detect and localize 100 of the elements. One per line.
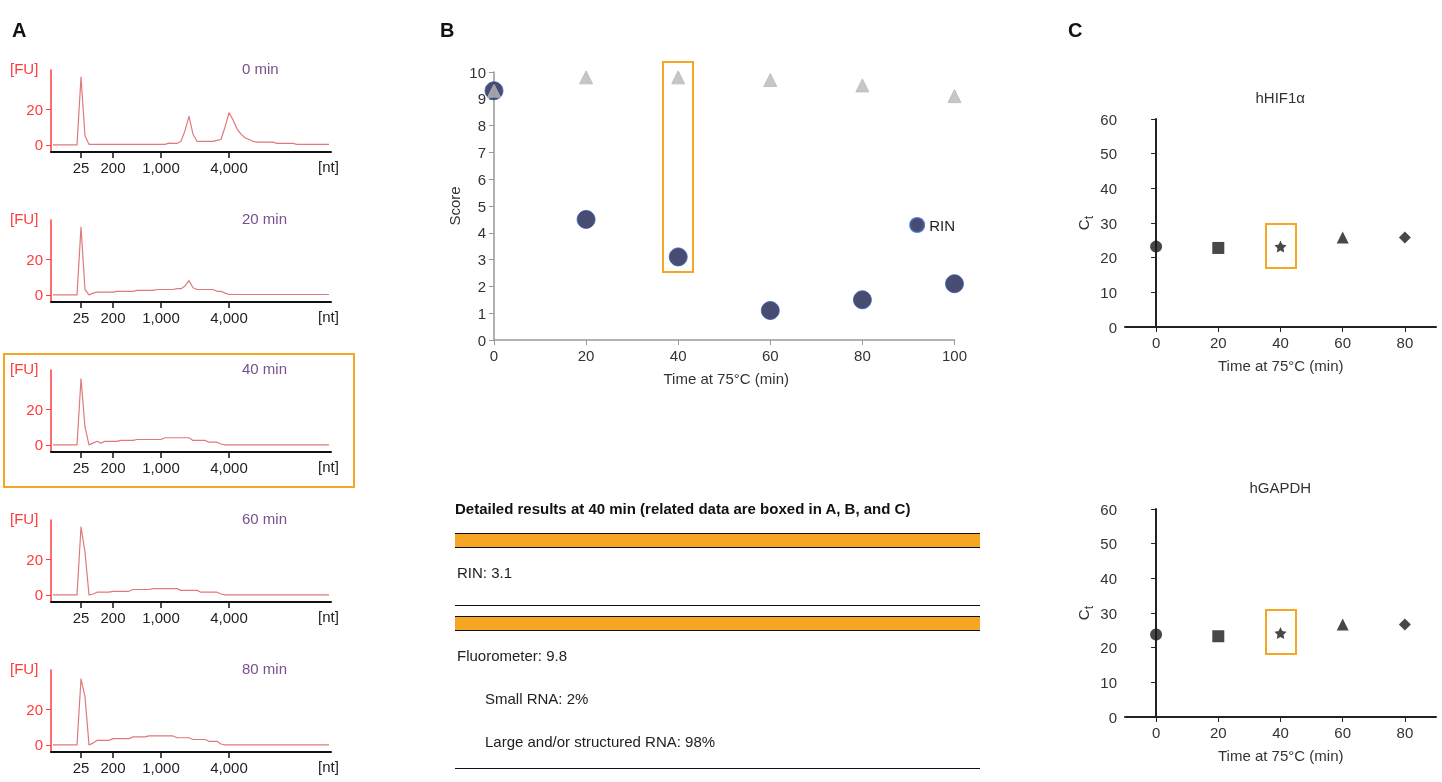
x-tick-label: 100 — [941, 347, 967, 364]
x-tick-label: 1,000 — [142, 759, 180, 776]
y-tick-label: 10 — [1100, 673, 1117, 691]
y-tick-label: 20 — [26, 700, 43, 718]
point — [1398, 231, 1411, 244]
y-tick-label: 20 — [26, 400, 43, 418]
x-tick-label: 0 — [1151, 334, 1161, 351]
y-tick-label: 50 — [1100, 145, 1117, 163]
x-tick-label: 60 — [1334, 334, 1352, 351]
text: Small RNA: 2% — [485, 690, 589, 708]
text: C — [1068, 18, 1083, 42]
point — [668, 247, 688, 267]
x-axis-title: [nt] — [318, 458, 339, 476]
y-tick-label: 10 — [1100, 283, 1117, 301]
chart-title: 40 min — [242, 360, 288, 378]
x-tick-label: 200 — [100, 459, 126, 476]
y-tick-label: 0 — [34, 136, 43, 154]
x-tick-label: 20 — [577, 347, 595, 364]
x-tick-label: 0 — [489, 347, 499, 364]
x-tick-label: 60 — [1334, 724, 1352, 741]
y-axis-title: [FU] — [10, 210, 39, 228]
y-tick-label: 40 — [1100, 569, 1117, 587]
point — [760, 301, 780, 321]
x-tick-label: 4,000 — [210, 159, 248, 176]
x-tick-label: 200 — [100, 759, 126, 776]
x-tick-label: 1,000 — [142, 459, 180, 476]
y-tick-label: 0 — [1108, 708, 1117, 726]
point — [855, 78, 870, 93]
x-axis-title: [nt] — [318, 758, 339, 776]
point — [671, 70, 686, 85]
x-tick-label: 25 — [72, 159, 90, 176]
y-tick-label: 9 — [477, 90, 486, 108]
x-tick-label: 40 — [1272, 334, 1289, 351]
x-tick-label: 4,000 — [210, 609, 248, 626]
text: B — [440, 18, 455, 42]
y-tick-label: 30 — [1100, 604, 1117, 622]
y-tick-label: 7 — [477, 143, 486, 161]
y-tick-label: 6 — [477, 170, 486, 188]
text: RIN: 3.1 — [457, 564, 513, 582]
line-series — [52, 76, 330, 146]
x-tick-label: 4,000 — [210, 459, 248, 476]
y-tick-label: 3 — [477, 251, 486, 269]
x-tick-label: 0 — [1151, 724, 1161, 741]
chart-title: 20 min — [242, 210, 288, 228]
line-series — [52, 226, 330, 296]
point — [852, 290, 872, 310]
x-axis-title: [nt] — [318, 308, 339, 326]
point — [1398, 618, 1411, 631]
y-axis-title: [FU] — [10, 510, 39, 528]
y-tick-label: 8 — [477, 117, 486, 135]
text: A — [12, 18, 27, 42]
chart-title: 60 min — [242, 510, 288, 528]
y-tick-label: 20 — [1100, 249, 1117, 267]
chart-title: 0 min — [242, 60, 279, 78]
x-tick-label: 25 — [72, 459, 90, 476]
x-axis-title: [nt] — [318, 608, 339, 626]
x-tick-label: 200 — [100, 159, 126, 176]
point — [1150, 628, 1163, 641]
point — [1150, 240, 1163, 253]
x-tick-label: 20 — [1209, 334, 1227, 351]
chart-title: hHIF1α — [1255, 89, 1306, 107]
point — [763, 73, 778, 88]
x-tick-label: 40 — [1272, 724, 1289, 741]
chart-title: 80 min — [242, 660, 288, 678]
x-tick-label: 25 — [72, 609, 90, 626]
y-tick-label: 1 — [477, 304, 486, 322]
text: Fluorometer: 9.8 — [457, 647, 568, 665]
x-tick-label: 1,000 — [142, 159, 180, 176]
y-tick-label: 50 — [1100, 535, 1117, 553]
x-tick-label: 1,000 — [142, 609, 180, 626]
y-axis-title: [FU] — [10, 360, 39, 378]
point — [1212, 630, 1225, 643]
x-axis-title: Time at 75°C (min) — [663, 370, 789, 388]
y-axis-title: [FU] — [10, 660, 39, 678]
text: Large and/or structured RNA: 98% — [485, 733, 716, 751]
x-tick-label: 25 — [72, 309, 90, 326]
line-series — [52, 526, 330, 596]
y-tick-label: 0 — [34, 586, 43, 604]
y-tick-label: 10 — [469, 63, 486, 81]
x-tick-label: 40 — [669, 347, 687, 364]
y-tick-label: 30 — [1100, 214, 1117, 232]
chart-title: hGAPDH — [1249, 479, 1312, 497]
text: Detailed results at 40 min (related data are boxed in A, B, and C) — [455, 500, 911, 518]
x-tick-label: 4,000 — [210, 759, 248, 776]
x-tick-label: 80 — [1396, 334, 1414, 351]
y-tick-label: 20 — [26, 100, 43, 118]
point — [1336, 231, 1349, 244]
x-tick-label: 200 — [100, 609, 126, 626]
y-tick-label: 60 — [1100, 110, 1117, 128]
x-tick-label: 20 — [1209, 724, 1227, 741]
legend-label: RIN — [929, 216, 956, 234]
x-tick-label: 80 — [1396, 724, 1414, 741]
y-tick-label: 4 — [477, 224, 486, 242]
x-axis-title: [nt] — [318, 158, 339, 176]
y-tick-label: 20 — [1100, 639, 1117, 657]
y-tick-label: 0 — [34, 436, 43, 454]
x-tick-label: 60 — [761, 347, 779, 364]
x-tick-label: 1,000 — [142, 309, 180, 326]
x-axis-title: Time at 75°C (min) — [1218, 747, 1344, 765]
y-tick-label: 40 — [1100, 179, 1117, 197]
